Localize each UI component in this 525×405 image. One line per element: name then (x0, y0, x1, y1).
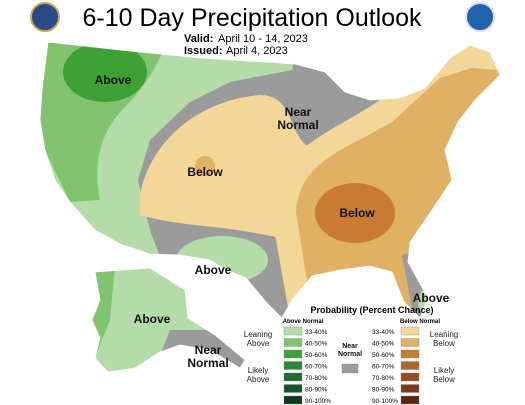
legend-group: Leaning Below (429, 330, 459, 348)
legend-swatch (400, 395, 420, 405)
valid-label: Valid: (184, 33, 213, 45)
map-label: Below (339, 206, 375, 220)
legend-swatch (400, 372, 420, 382)
near-label: Near Normal (337, 343, 363, 358)
legend-swatch (283, 338, 303, 347)
legend-swatch (400, 338, 420, 347)
conus-outline (39, 41, 501, 319)
legend-label: 33-40% (305, 329, 328, 336)
legend-swatch (283, 372, 303, 382)
legend-label: 50-60% (305, 352, 328, 359)
map-label: Near Normal (187, 343, 229, 370)
legend-swatch (283, 361, 303, 370)
legend-swatch (283, 326, 303, 336)
legend-label: 80-90% (305, 387, 328, 394)
map-label: Above (94, 73, 132, 87)
legend-label: 50-60% (372, 352, 395, 359)
legend-label: 40-50% (305, 341, 328, 348)
legend-group: Likely Below (433, 366, 455, 384)
legend-swatch (341, 363, 359, 374)
legend: 33-40% 40-50% 50-60% 60-70% 70-80% 80-90% 90-1… (283, 326, 420, 405)
legend-swatch (400, 384, 420, 393)
legend-title: Probability (Percent Chance) (310, 305, 433, 315)
legend-label: 90-100% (372, 398, 398, 405)
map-label: Below (187, 165, 223, 179)
legend-swatch (400, 349, 420, 359)
legend-swatch (400, 326, 420, 336)
legend-swatch (283, 384, 303, 393)
region (63, 42, 147, 102)
alaska-outline (91, 267, 246, 373)
title: 6-10 Day Precipitation Outlook (82, 4, 422, 32)
legend-header: Above Normal (283, 319, 324, 325)
map-label: Near Normal (277, 105, 319, 132)
legend-label: 60-70% (372, 364, 395, 371)
legend-label: 70-80% (372, 375, 395, 382)
noaa-logo (465, 2, 495, 32)
region (195, 156, 215, 176)
legend-swatch (283, 349, 303, 359)
legend-label: 33-40% (372, 329, 395, 336)
map-label: Above (133, 312, 171, 326)
legend-group: Likely Above (246, 366, 270, 384)
doc-logo (30, 2, 60, 32)
region (92, 268, 115, 370)
region (315, 183, 395, 243)
issued-label: Issued: (184, 45, 223, 57)
map-label: Above (194, 263, 232, 277)
legend-swatch (283, 395, 303, 405)
valid: April 10 - 14, 2023 (218, 33, 308, 45)
legend-group: Leaning Above (243, 330, 273, 348)
legend-label: 70-80% (305, 375, 328, 382)
legend-swatch (400, 361, 420, 370)
legend-header: Below Normal (400, 319, 440, 325)
issued: April 4, 2023 (226, 45, 288, 57)
legend-label: 80-90% (372, 387, 395, 394)
legend-label: 60-70% (305, 364, 328, 371)
legend-label: 40-50% (372, 341, 395, 348)
legend-label: 90-100% (305, 398, 331, 405)
map-label: Above (412, 291, 450, 305)
